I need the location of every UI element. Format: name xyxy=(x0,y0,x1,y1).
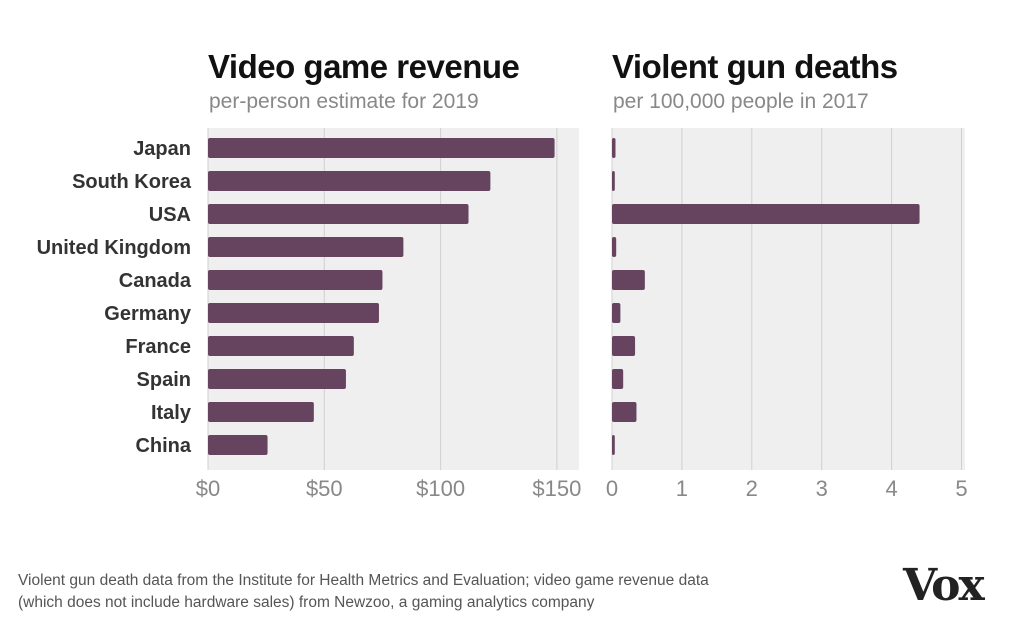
footnote-line-2: (which does not include hardware sales) … xyxy=(18,594,595,611)
bar-germany xyxy=(612,303,621,323)
bar-japan xyxy=(612,138,616,158)
bar-france xyxy=(208,336,354,356)
category-label: Spain xyxy=(137,369,191,391)
category-label: France xyxy=(125,336,191,358)
category-label: Italy xyxy=(151,402,192,424)
bar-spain xyxy=(612,369,624,389)
bar-japan xyxy=(208,138,555,158)
category-label: Germany xyxy=(104,303,192,325)
bar-italy xyxy=(208,402,314,422)
category-label: China xyxy=(135,435,191,457)
vox-logo: Vox xyxy=(903,560,985,611)
bar-united-kingdom xyxy=(612,237,617,257)
x-tick-label: $100 xyxy=(416,476,465,501)
category-label: South Korea xyxy=(72,171,192,193)
category-label: Canada xyxy=(119,270,192,292)
x-tick-label: 0 xyxy=(606,476,618,501)
category-label: Japan xyxy=(133,138,191,160)
left-chart-subtitle: per-person estimate for 2019 xyxy=(209,90,479,113)
bar-south-korea xyxy=(208,171,491,191)
bar-south-korea xyxy=(612,171,615,191)
bar-usa xyxy=(208,204,469,224)
bar-italy xyxy=(612,402,637,422)
plot-background-1 xyxy=(612,128,965,470)
x-tick-label: 2 xyxy=(746,476,758,501)
left-chart-title: Video game revenue xyxy=(208,48,520,85)
bar-china xyxy=(208,435,268,455)
bar-united-kingdom xyxy=(208,237,404,257)
x-tick-label: 3 xyxy=(816,476,828,501)
bar-canada xyxy=(208,270,383,290)
bar-canada xyxy=(612,270,645,290)
x-tick-label: 4 xyxy=(885,476,897,501)
bar-usa xyxy=(612,204,920,224)
bar-china xyxy=(612,435,615,455)
footnote-line-1: Violent gun death data from the Institut… xyxy=(18,572,709,589)
category-label: United Kingdom xyxy=(37,237,191,259)
bar-france xyxy=(612,336,636,356)
x-tick-label: $0 xyxy=(196,476,220,501)
category-label: USA xyxy=(149,204,191,226)
x-tick-label: 5 xyxy=(955,476,967,501)
right-chart-title: Violent gun deaths xyxy=(612,48,898,85)
footnote: Violent gun death data from the Institut… xyxy=(18,570,878,614)
x-tick-label: 1 xyxy=(676,476,688,501)
x-tick-label: $150 xyxy=(532,476,581,501)
right-chart-subtitle: per 100,000 people in 2017 xyxy=(613,90,869,113)
x-tick-label: $50 xyxy=(306,476,343,501)
bar-germany xyxy=(208,303,379,323)
bar-spain xyxy=(208,369,346,389)
